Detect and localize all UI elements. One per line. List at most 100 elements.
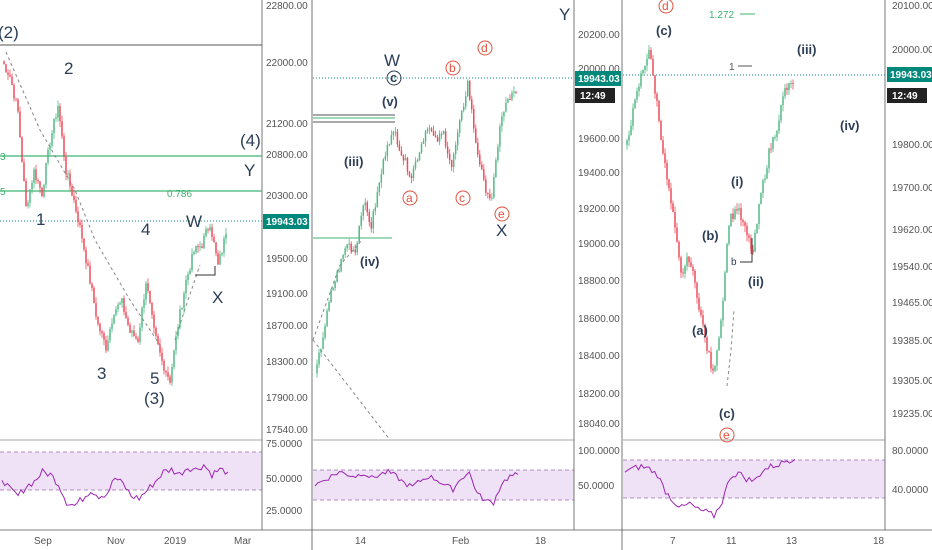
candle-bear xyxy=(165,370,167,373)
time-tag xyxy=(575,88,615,103)
rsi-tick: 75.0000 xyxy=(266,439,303,450)
candle-bear xyxy=(161,352,163,361)
candle-bull xyxy=(756,224,758,233)
wave-label: Y xyxy=(559,5,570,24)
price-tag xyxy=(575,71,621,86)
candle-bear xyxy=(664,153,666,163)
candle-bull xyxy=(374,207,377,212)
candle-bear xyxy=(732,213,734,219)
y-tick: 19400.00 xyxy=(578,168,620,179)
candle-bear xyxy=(398,144,401,151)
candle-bear xyxy=(481,164,483,170)
candle-bull xyxy=(382,159,385,175)
rsi-tick: 100.0000 xyxy=(578,446,620,457)
candle-bear xyxy=(658,100,660,121)
price-tag xyxy=(887,67,932,82)
candle-bear xyxy=(75,199,77,212)
candle-bull xyxy=(440,133,443,135)
candle-bull xyxy=(115,309,117,315)
x-tick: Sep xyxy=(34,536,52,547)
candle-bull xyxy=(760,193,762,204)
panel-3-wave-path xyxy=(726,309,735,387)
y-tick: 19200.00 xyxy=(578,204,620,215)
panel-1-yaxis: 22800.00 22000.00 21200.00 20800.00 2030… xyxy=(263,1,309,517)
candle-bull xyxy=(117,304,119,310)
y-tick: 19620.00 xyxy=(892,225,932,236)
candle-bull xyxy=(185,280,187,294)
panel-3-rsi-line xyxy=(624,458,796,520)
panel-3[interactable]: d (c) (iii) (i) (b) (ii) (a) (c) (iv) b … xyxy=(621,0,886,550)
candle-bull xyxy=(507,98,509,103)
candle-bull xyxy=(464,96,467,107)
panel-2-wave-path xyxy=(312,239,363,341)
candle-bear xyxy=(167,372,169,377)
candle-bull xyxy=(454,145,457,154)
circled-label-ring xyxy=(445,60,461,76)
candle-bull xyxy=(630,125,632,136)
y-tick: 19600.00 xyxy=(578,134,620,145)
candle-bear xyxy=(127,318,129,325)
rsi-tick: 80.0000 xyxy=(892,446,929,457)
candle-bull xyxy=(27,202,29,207)
candle-bear xyxy=(448,153,451,161)
candle-bull xyxy=(788,83,790,91)
candle-bear xyxy=(396,131,399,145)
panel-1-candles xyxy=(3,60,227,387)
candle-bear xyxy=(682,272,684,274)
panel-1-background xyxy=(0,0,262,530)
wave-label: (2) xyxy=(0,23,19,42)
candle-bull xyxy=(394,131,397,133)
candle-bear xyxy=(149,290,151,303)
candle-bear xyxy=(105,339,107,351)
candle-bear xyxy=(79,222,81,226)
wave-label: X xyxy=(212,288,223,307)
rsi-tick: 40.0000 xyxy=(892,485,929,496)
candle-bull xyxy=(49,145,51,150)
y-tick: 21200.00 xyxy=(266,119,308,130)
candle-bull xyxy=(636,91,638,100)
candle-bull xyxy=(416,160,419,162)
candle-bear xyxy=(688,256,690,263)
candle-bear xyxy=(748,235,750,238)
candle-bull xyxy=(730,213,732,227)
candle-bull xyxy=(195,245,197,253)
candle-bear xyxy=(87,263,89,266)
candle-bull xyxy=(45,162,47,185)
candle-bull xyxy=(31,182,33,190)
candle-bear xyxy=(129,324,131,333)
wave-label: 1 xyxy=(36,210,45,229)
wave-label: (b) xyxy=(702,228,719,243)
candle-bear xyxy=(77,211,79,223)
panel-1[interactable]: (2) 2 (4) Y 1 4 W X 3 5 (3) 0.786 3 5 xyxy=(0,0,263,530)
candle-bull xyxy=(390,135,393,145)
candle-bull xyxy=(404,157,407,161)
wave-label: b xyxy=(731,257,737,268)
candle-bull xyxy=(513,91,515,93)
x-tick: 13 xyxy=(786,536,798,547)
candle-bull xyxy=(388,144,391,146)
panel-2[interactable]: W c (v) (iii) (iv) X Y b d a c e xyxy=(311,0,575,550)
candle-bear xyxy=(690,262,692,267)
candle-bear xyxy=(469,80,471,100)
candle-bull xyxy=(141,307,143,328)
candle-bear xyxy=(408,171,411,176)
wave-label: 4 xyxy=(141,220,150,239)
y-tick: 20000.00 xyxy=(892,45,932,56)
candle-bull xyxy=(107,340,109,351)
candle-bull xyxy=(171,367,173,383)
x-tick: 14 xyxy=(355,536,367,547)
candle-bull xyxy=(47,149,49,163)
candle-bull xyxy=(111,323,113,329)
candle-bear xyxy=(654,75,656,94)
candle-bull xyxy=(738,208,740,211)
candle-bull xyxy=(330,289,332,303)
candle-bear xyxy=(660,120,662,141)
candle-bull xyxy=(340,258,342,272)
candle-bear xyxy=(710,351,712,369)
candle-bull xyxy=(334,281,336,288)
candle-bull xyxy=(344,248,346,255)
circled-label: b xyxy=(449,61,456,75)
candle-bear xyxy=(135,336,137,339)
candle-bear xyxy=(698,297,700,310)
